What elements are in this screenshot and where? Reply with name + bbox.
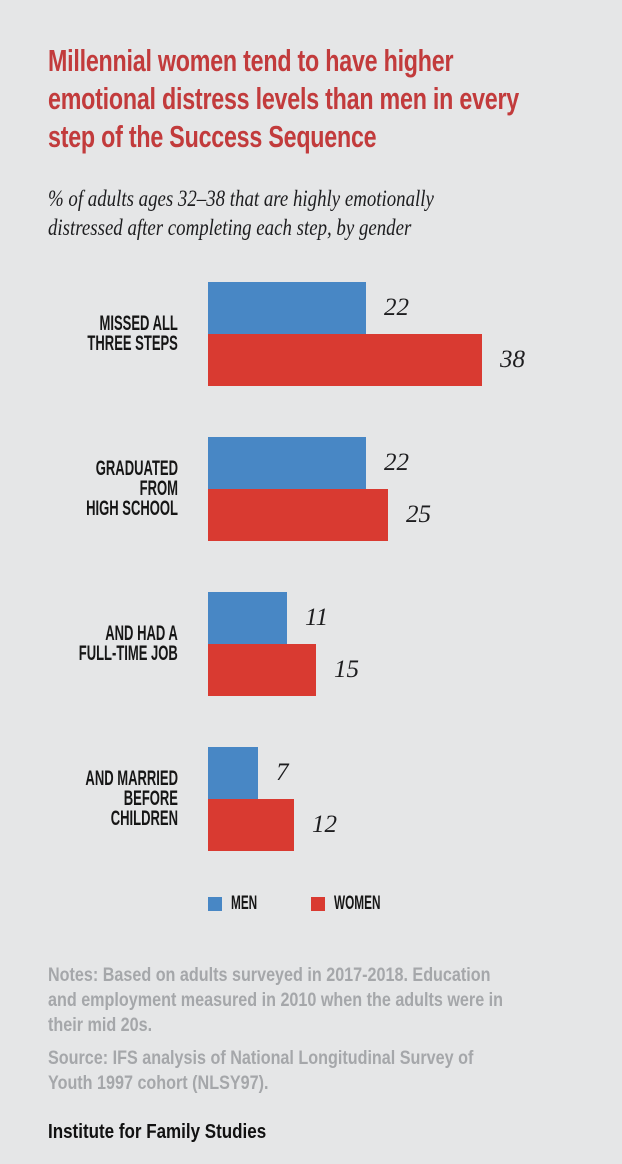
bar-men [208, 747, 258, 799]
value-label: 12 [312, 811, 337, 838]
category-label: AND HAD A FULL-TIME JOB [0, 592, 178, 696]
value-label: 22 [384, 449, 409, 476]
legend-swatch-men [208, 897, 222, 911]
brand-footer: Institute for Family Studies [48, 1121, 267, 1143]
value-label: 15 [334, 656, 359, 683]
bar-row: 38 [208, 334, 525, 386]
bar-row: 7 [208, 747, 337, 799]
legend-item-men: MEN [208, 893, 273, 914]
category-label-text: MISSED ALL THREE STEPS [87, 312, 178, 355]
bar-men [208, 592, 287, 644]
notes-text: Notes: Based on adults surveyed in 2017-… [48, 965, 504, 1036]
value-label: 38 [500, 346, 525, 373]
legend-item-women: WOMEN [311, 893, 409, 914]
source-text: Source: IFS analysis of National Longitu… [48, 1048, 474, 1094]
bar-pair: 22 38 [208, 282, 525, 386]
category-label: GRADUATED FROM HIGH SCHOOL [0, 437, 178, 541]
value-label: 25 [406, 501, 431, 528]
legend-swatch-women [311, 897, 325, 911]
bar-chart: MISSED ALL THREE STEPS 22 38 GRADUATED FROM… [0, 282, 622, 851]
legend-label: WOMEN [334, 893, 381, 914]
chart-group: AND MARRIED BEFORE CHILDREN 7 12 [0, 747, 622, 851]
value-label: 7 [276, 759, 289, 786]
category-label: AND MARRIED BEFORE CHILDREN [0, 747, 178, 851]
chart-legend: MEN WOMEN [0, 893, 622, 914]
value-label: 22 [384, 294, 409, 321]
bar-women [208, 489, 388, 541]
bar-women [208, 799, 294, 851]
category-label-text: GRADUATED FROM HIGH SCHOOL [86, 457, 178, 520]
bar-women [208, 644, 316, 696]
category-label-text: AND HAD A FULL-TIME JOB [78, 622, 178, 665]
bar-men [208, 437, 366, 489]
legend-label: MEN [231, 893, 258, 914]
chart-group: GRADUATED FROM HIGH SCHOOL 22 25 [0, 437, 622, 541]
bar-pair: 7 12 [208, 747, 337, 851]
chart-group: MISSED ALL THREE STEPS 22 38 [0, 282, 622, 386]
chart-title: Millennial women tend to have higher emo… [48, 43, 520, 154]
bar-pair: 22 25 [208, 437, 431, 541]
bar-row: 11 [208, 592, 359, 644]
value-label: 11 [305, 604, 329, 631]
category-label: MISSED ALL THREE STEPS [0, 282, 178, 386]
bar-row: 25 [208, 489, 431, 541]
category-label-text: AND MARRIED BEFORE CHILDREN [85, 767, 178, 830]
bar-pair: 11 15 [208, 592, 359, 696]
chart-subtitle: % of adults ages 32–38 that are highly e… [48, 186, 434, 240]
bar-row: 22 [208, 437, 431, 489]
bar-men [208, 282, 366, 334]
bar-women [208, 334, 482, 386]
bar-row: 15 [208, 644, 359, 696]
bar-row: 12 [208, 799, 337, 851]
chart-group: AND HAD A FULL-TIME JOB 11 15 [0, 592, 622, 696]
bar-row: 22 [208, 282, 525, 334]
